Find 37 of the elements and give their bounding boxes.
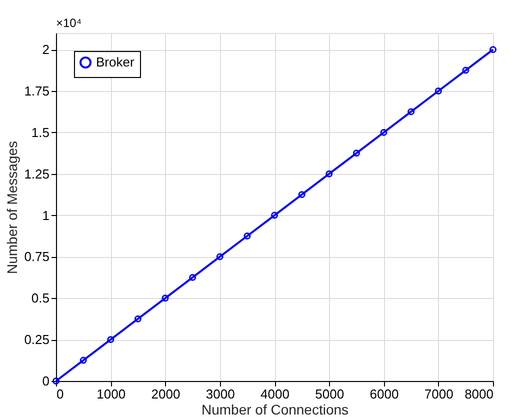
- x-axis-title: Number of Connections: [201, 402, 349, 417]
- x-tick-label: 8000: [464, 386, 494, 402]
- x-tick-label: 2000: [151, 386, 180, 402]
- point: [352, 150, 360, 157]
- point: [107, 336, 114, 344]
- x-tick-label: 4000: [260, 386, 290, 402]
- point: [326, 170, 333, 178]
- y-tick-label: 1.75: [24, 84, 50, 98]
- x-tick-label: 1000: [96, 386, 126, 402]
- x-tick-label: 6000: [370, 386, 399, 402]
- y-tick-label: 1: [42, 208, 50, 223]
- point: [244, 232, 251, 240]
- y-tick-label: 2: [42, 42, 50, 58]
- point: [162, 294, 169, 302]
- point: [298, 191, 306, 198]
- point: [80, 356, 87, 364]
- point: [216, 253, 224, 260]
- point: [271, 212, 278, 219]
- y-tick-label: 0: [42, 374, 50, 388]
- point: [189, 274, 196, 281]
- y-tick-label: 1.5: [31, 124, 50, 140]
- point: [408, 108, 415, 116]
- y-tick-label: 0.25: [24, 332, 50, 348]
- text: ×10⁴: [56, 16, 82, 30]
- y-tick-label: 1.25: [24, 166, 50, 182]
- legend-label: Broker: [96, 54, 135, 70]
- point: [380, 128, 388, 136]
- x-tick-label: 3000: [206, 386, 235, 402]
- point: [134, 315, 142, 322]
- point: [434, 88, 442, 94]
- y-tick-label: 0.5: [31, 290, 50, 306]
- y-axis-title: Number of Messages: [4, 140, 20, 274]
- x-tick-label: 7000: [424, 386, 454, 402]
- y-tick-label: 0.75: [24, 249, 50, 264]
- x-tick-label: 5000: [315, 386, 344, 402]
- point: [462, 66, 470, 74]
- x-tick-label: 0: [56, 386, 64, 402]
